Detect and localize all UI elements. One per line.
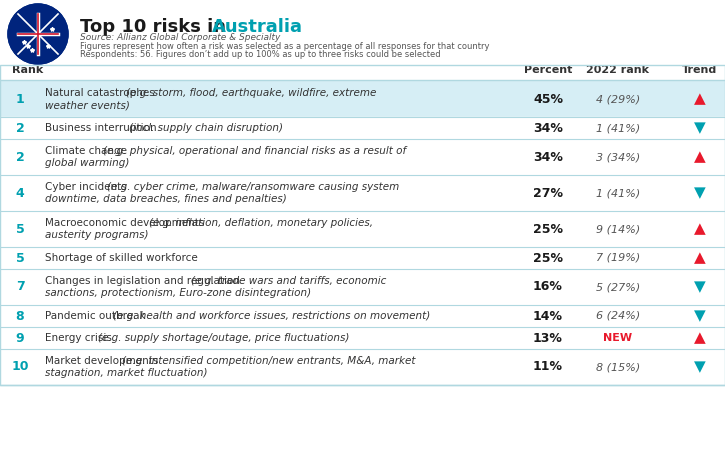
Text: 7: 7	[16, 281, 25, 293]
Bar	[0, 349, 725, 385]
Text: austerity programs): austerity programs)	[45, 230, 149, 240]
Bar	[0, 247, 725, 269]
Text: 27%: 27%	[533, 186, 563, 200]
Text: 5: 5	[16, 222, 25, 236]
Text: 1 (41%): 1 (41%)	[596, 123, 640, 133]
Bar	[0, 175, 725, 211]
Text: (e.g. cyber crime, malware/ransomware causing system: (e.g. cyber crime, malware/ransomware ca…	[107, 182, 399, 191]
Text: (e.g. supply shortage/outage, price fluctuations): (e.g. supply shortage/outage, price fluc…	[98, 333, 349, 343]
Bar	[0, 269, 725, 305]
Text: 10: 10	[12, 361, 29, 374]
Text: 13%: 13%	[533, 331, 563, 345]
Text: 25%: 25%	[533, 252, 563, 264]
Text: 2: 2	[16, 121, 25, 135]
Text: ▲: ▲	[694, 91, 706, 107]
Text: 1 (41%): 1 (41%)	[596, 188, 640, 198]
Text: Top 10 risks in: Top 10 risks in	[80, 18, 232, 36]
Text: Pandemic outbreak: Pandemic outbreak	[45, 311, 149, 321]
Text: 16%: 16%	[533, 281, 563, 293]
Text: (e.g. inflation, deflation, monetary policies,: (e.g. inflation, deflation, monetary pol…	[149, 218, 373, 228]
Text: 3 (34%): 3 (34%)	[596, 152, 640, 162]
Text: Percent: Percent	[523, 65, 572, 75]
Text: Market developments: Market developments	[45, 356, 162, 365]
Text: 5 (27%): 5 (27%)	[596, 282, 640, 292]
Text: Trend: Trend	[682, 65, 718, 75]
Text: Cyber incidents: Cyber incidents	[45, 182, 130, 191]
Text: 34%: 34%	[533, 121, 563, 135]
Text: Respondents: 56. Figures don’t add up to 100% as up to three risks could be sele: Respondents: 56. Figures don’t add up to…	[80, 50, 441, 59]
Text: 25%: 25%	[533, 222, 563, 236]
Text: Shortage of skilled workforce: Shortage of skilled workforce	[45, 253, 198, 263]
Text: 14%: 14%	[533, 310, 563, 322]
Bar	[0, 81, 725, 117]
Text: ▲: ▲	[694, 221, 706, 237]
Text: 2: 2	[16, 151, 25, 164]
Text: 7 (19%): 7 (19%)	[596, 253, 640, 263]
Text: NEW: NEW	[603, 333, 632, 343]
Text: 9 (14%): 9 (14%)	[596, 224, 640, 234]
Bar	[0, 62, 725, 80]
Text: Changes in legislation and regulation: Changes in legislation and regulation	[45, 275, 244, 285]
Bar	[0, 305, 725, 327]
Text: 34%: 34%	[533, 151, 563, 164]
Text: Macroeconomic developments: Macroeconomic developments	[45, 218, 207, 228]
Circle shape	[8, 4, 68, 64]
Text: 8: 8	[16, 310, 25, 322]
Text: ▲: ▲	[694, 330, 706, 346]
Text: (e.g. storm, flood, earthquake, wildfire, extreme: (e.g. storm, flood, earthquake, wildfire…	[126, 88, 376, 98]
Text: Source: Allianz Global Corporate & Specialty: Source: Allianz Global Corporate & Speci…	[80, 33, 281, 42]
Text: (e.g. physical, operational and financial risks as a result of: (e.g. physical, operational and financia…	[103, 146, 406, 155]
Text: Rank: Rank	[12, 65, 44, 75]
Text: 2022 rank: 2022 rank	[587, 65, 650, 75]
Text: ▲: ▲	[694, 250, 706, 265]
Text: Energy crisis: Energy crisis	[45, 333, 115, 343]
Text: sanctions, protectionism, Euro-zone disintegration): sanctions, protectionism, Euro-zone disi…	[45, 289, 311, 299]
Text: downtime, data breaches, fines and penalties): downtime, data breaches, fines and penal…	[45, 194, 287, 204]
Text: 45%: 45%	[533, 92, 563, 106]
Text: 4 (29%): 4 (29%)	[596, 94, 640, 104]
Text: ▼: ▼	[694, 185, 706, 201]
Text: (e.g. trade wars and tariffs, economic: (e.g. trade wars and tariffs, economic	[191, 275, 386, 285]
Text: Business interruption: Business interruption	[45, 123, 160, 133]
Text: 4: 4	[16, 186, 25, 200]
Text: global warming): global warming)	[45, 158, 129, 168]
Text: ▲: ▲	[694, 149, 706, 164]
Text: ▼: ▼	[694, 359, 706, 374]
Text: (incl. supply chain disruption): (incl. supply chain disruption)	[128, 123, 283, 133]
Text: 11%: 11%	[533, 361, 563, 374]
Text: ▼: ▼	[694, 309, 706, 323]
Bar	[0, 139, 725, 175]
Text: ▼: ▼	[694, 120, 706, 136]
Text: Natural catastrophes: Natural catastrophes	[45, 88, 158, 98]
Text: 8 (15%): 8 (15%)	[596, 362, 640, 372]
Text: Climate change: Climate change	[45, 146, 130, 155]
Text: 5: 5	[16, 252, 25, 264]
Bar	[0, 65, 725, 385]
Bar	[0, 117, 725, 139]
Text: 9: 9	[16, 331, 25, 345]
Text: Figures represent how often a risk was selected as a percentage of all responses: Figures represent how often a risk was s…	[80, 42, 489, 51]
Bar	[0, 327, 725, 349]
Text: (e.g. intensified competition/new entrants, M&A, market: (e.g. intensified competition/new entran…	[122, 356, 415, 365]
Text: weather events): weather events)	[45, 100, 130, 110]
Text: 1: 1	[16, 92, 25, 106]
Text: (e.g. health and workforce issues, restrictions on movement): (e.g. health and workforce issues, restr…	[113, 311, 431, 321]
Text: 6 (24%): 6 (24%)	[596, 311, 640, 321]
Circle shape	[8, 4, 68, 64]
Text: stagnation, market fluctuation): stagnation, market fluctuation)	[45, 368, 207, 378]
Text: Australia: Australia	[212, 18, 303, 36]
Bar	[0, 211, 725, 247]
Text: ▼: ▼	[694, 280, 706, 294]
